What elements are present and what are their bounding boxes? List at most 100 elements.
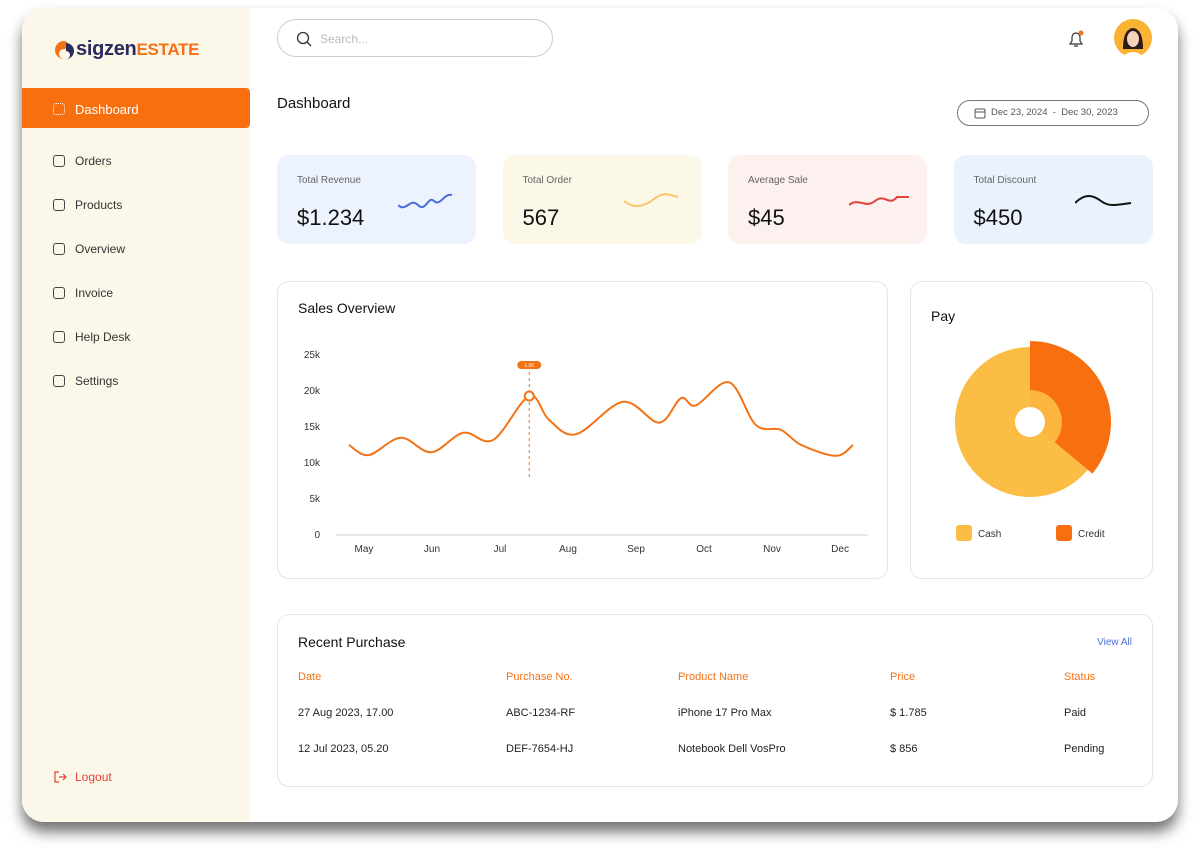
x-tick-label: Oct: [696, 544, 712, 555]
table-header: Status: [1064, 671, 1096, 683]
nav-icon: [53, 287, 65, 299]
stat-label: Total Discount: [973, 175, 1037, 186]
purchase-card: Recent Purchase View All Date Purchase No…: [277, 614, 1153, 787]
table-cell: $ 1.785: [890, 707, 927, 719]
table-header: Date: [298, 671, 322, 683]
y-tick-label: 15k: [304, 422, 321, 433]
stat-value: 567: [522, 205, 560, 230]
nav-item[interactable]: Invoice: [75, 286, 114, 300]
pie-slice: [1030, 341, 1111, 474]
table-header: Product Name: [678, 671, 749, 683]
sparkline-path: [623, 193, 678, 207]
view-all[interactable]: View All: [1097, 637, 1132, 648]
nav-icon: [53, 155, 65, 167]
search-icon: [296, 31, 312, 47]
stat-card: Total Revenue $1.234: [277, 155, 476, 244]
sparkline-path: [398, 193, 453, 209]
search-box[interactable]: Search...: [277, 19, 553, 57]
nav-item[interactable]: Overview: [75, 242, 126, 256]
tooltip: [517, 361, 542, 370]
table-header: Purchase No.: [506, 671, 573, 683]
y-tick-label: 10k: [304, 458, 321, 469]
date-end: Dec 30, 2023: [1061, 107, 1118, 118]
nav-icon: [53, 375, 65, 387]
sparkline-path: [1074, 195, 1131, 206]
logo-icon: [55, 41, 74, 59]
table-cell: Pending: [1064, 743, 1105, 755]
sparkline: [623, 193, 678, 207]
stat-label: Total Revenue: [297, 175, 361, 186]
nav-item[interactable]: Products: [75, 198, 123, 212]
purchase-title: Recent Purchase: [298, 634, 406, 650]
sparkline-path: [849, 196, 909, 206]
y-tick-label: 0: [314, 530, 320, 541]
avatar[interactable]: [1114, 19, 1152, 57]
sales-card: Sales Overview 0 5k 10k 15k 20k 25k May Jun Jul Au…: [277, 281, 888, 579]
nav-item[interactable]: Help Desk: [75, 330, 131, 344]
table-cell: 12 Jul 2023, 05.20: [298, 743, 389, 755]
pie-hole: [1015, 407, 1045, 437]
logout[interactable]: Logout: [75, 770, 112, 784]
pay-chart: Pay Cash Credit: [931, 308, 1111, 541]
area: [349, 382, 853, 515]
chart-title: Pay: [931, 308, 955, 324]
nav-icon: [53, 199, 65, 211]
stat-value: $45: [748, 205, 785, 230]
nav-icon: [53, 103, 65, 115]
legend-label: Cash: [978, 529, 1001, 540]
date-range[interactable]: Dec 23, 2024 - Dec 30, 2023: [957, 100, 1149, 126]
y-tick-label: 25k: [304, 350, 321, 361]
x-tick-label: Jul: [494, 544, 507, 555]
x-tick-label: Dec: [831, 544, 849, 555]
nav-icon: [53, 331, 65, 343]
line: [348, 381, 854, 457]
legend-swatch: [1056, 525, 1072, 541]
table-cell: iPhone 17 Pro Max: [678, 707, 772, 719]
page-title: Dashboard: [277, 95, 351, 112]
chart-title: Sales Overview: [298, 300, 396, 316]
date-start: Dec 23, 2024: [991, 107, 1048, 118]
stat-value: $450: [973, 205, 1023, 230]
x-tick-label: Sep: [627, 544, 645, 555]
table-cell: $ 856: [890, 743, 918, 755]
y-tick-label: 5k: [309, 494, 321, 505]
stat-card: Total Discount $450: [953, 155, 1153, 244]
legend-swatch: [956, 525, 972, 541]
sparkline: [1074, 195, 1131, 206]
stat-card: Total Order 567: [502, 155, 702, 244]
table-cell: Notebook Dell VosPro: [678, 743, 786, 755]
nav-active: [22, 88, 250, 128]
table-cell: ABC-1234-RF: [506, 707, 576, 719]
legend-label: Credit: [1078, 529, 1105, 540]
brand-suffix: ESTATE: [136, 40, 200, 59]
bell-icon[interactable]: [1066, 29, 1086, 49]
x-tick-label: Nov: [763, 544, 781, 555]
app-window: sigzenESTATE Dashboard Orders Products Over…: [22, 8, 1178, 822]
table-header: Price: [890, 671, 916, 683]
table-cell: DEF-7654-HJ: [506, 743, 574, 755]
stat-label: Total Order: [522, 175, 572, 186]
brand-name: sigzen: [76, 38, 137, 60]
highlight-point: [523, 390, 535, 402]
x-tick-label: Jun: [424, 544, 440, 555]
sidebar: sigzenESTATE Dashboard Orders Products Over…: [22, 8, 250, 822]
date-sep: -: [1052, 107, 1056, 118]
nav-item[interactable]: Dashboard: [75, 102, 139, 117]
search-placeholder: Search...: [320, 32, 369, 46]
sparkline: [849, 196, 909, 206]
x-tick-label: May: [355, 544, 374, 555]
table-cell: 27 Aug 2023, 17.00: [298, 707, 394, 719]
table-cell: Paid: [1064, 707, 1087, 719]
sparkline: [398, 193, 453, 209]
x-tick-label: Aug: [559, 544, 577, 555]
tooltip-label: 1.00: [524, 363, 534, 369]
nav-item[interactable]: Orders: [75, 154, 112, 168]
pay-card: Pay Cash Credit: [910, 281, 1153, 579]
stat-label: Average Sale: [748, 175, 808, 186]
nav-icon: [53, 243, 65, 255]
sales-chart: Sales Overview 0 5k 10k 15k 20k 25k May Jun Jul Au…: [298, 300, 868, 555]
stat-card: Average Sale $45: [728, 155, 927, 244]
y-tick-label: 20k: [304, 386, 321, 397]
nav-item[interactable]: Settings: [75, 374, 119, 388]
